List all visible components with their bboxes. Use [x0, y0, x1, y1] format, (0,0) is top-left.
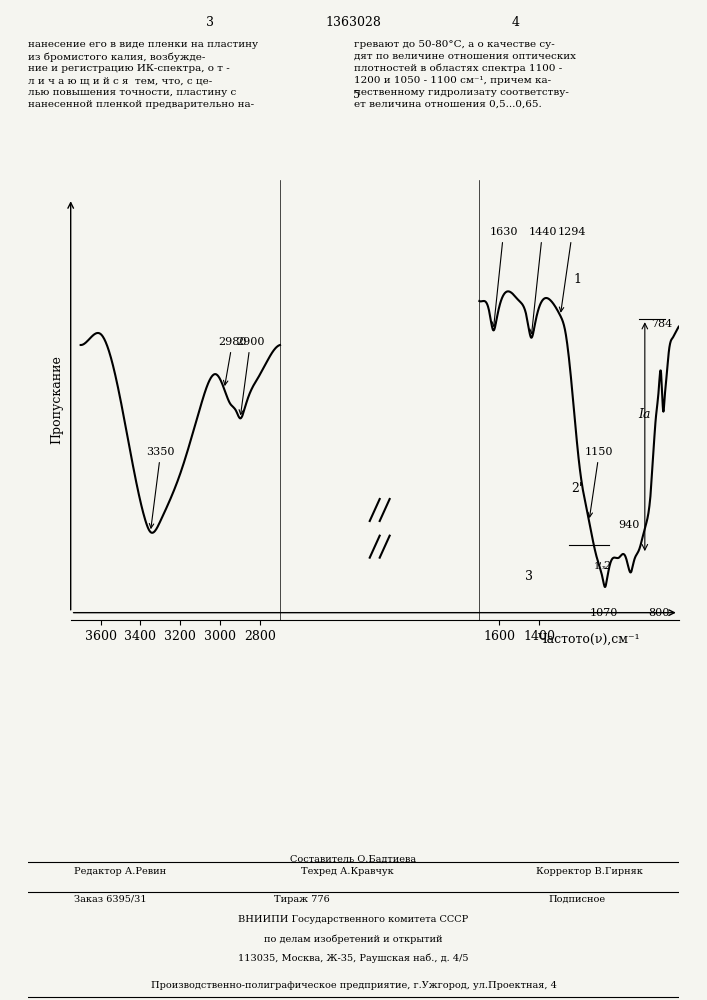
Text: 1070: 1070 [590, 608, 618, 618]
Text: 1'ₓ: 1'ₓ [593, 562, 607, 571]
Text: 1: 1 [573, 273, 581, 286]
Text: 5: 5 [354, 90, 361, 100]
Text: 1440: 1440 [528, 227, 556, 334]
Text: Iа: Iа [638, 408, 651, 421]
Text: Заказ 6395/31: Заказ 6395/31 [74, 895, 146, 904]
Text: 3: 3 [206, 16, 214, 29]
Text: 113035, Москва, Ж-35, Раушская наб., д. 4/5: 113035, Москва, Ж-35, Раушская наб., д. … [238, 954, 469, 963]
Text: 800: 800 [648, 608, 670, 618]
Text: 784: 784 [651, 319, 672, 329]
Text: ВНИИПИ Государственного комитета СССР: ВНИИПИ Государственного комитета СССР [238, 914, 469, 924]
Text: 2: 2 [603, 561, 611, 571]
Text: 3: 3 [525, 570, 533, 583]
Text: по делам изобретений и открытий: по делам изобретений и открытий [264, 934, 443, 944]
Text: нанесение его в виде пленки на пластину
из бромистого калия, возбужде-
ние и рег: нанесение его в виде пленки на пластину … [28, 40, 258, 109]
Text: 1363028: 1363028 [325, 16, 382, 29]
Text: 1150: 1150 [585, 447, 614, 517]
Text: Составитель О.Бадтиева: Составитель О.Бадтиева [291, 854, 416, 863]
Text: 2': 2' [571, 482, 583, 495]
Text: Подписное: Подписное [549, 895, 606, 904]
Text: Пропускание: Пропускание [50, 356, 63, 444]
Text: Техред А.Кравчук: Техред А.Кравчук [301, 866, 395, 876]
Text: 1294: 1294 [558, 227, 587, 312]
Text: гревают до 50-80°С, а о качестве су-
дят по величине отношения оптических
плотно: гревают до 50-80°С, а о качестве су- дят… [354, 40, 575, 109]
Text: 3350: 3350 [146, 447, 175, 528]
Text: Производственно-полиграфическое предприятие, г.Ужгород, ул.Проектная, 4: Производственно-полиграфическое предприя… [151, 980, 556, 990]
Text: Частото(ν),см⁻¹: Частото(ν),см⁻¹ [538, 633, 641, 646]
Text: Тираж 776: Тираж 776 [274, 895, 329, 904]
Text: 2980: 2980 [218, 337, 247, 385]
Text: 1630: 1630 [489, 227, 518, 326]
Text: 4: 4 [512, 16, 520, 29]
Text: 940: 940 [619, 520, 640, 530]
Text: Корректор В.Гирняк: Корректор В.Гирняк [536, 866, 643, 876]
Text: Редактор А.Ревин: Редактор А.Ревин [74, 866, 166, 876]
Text: 2900: 2900 [236, 337, 264, 414]
